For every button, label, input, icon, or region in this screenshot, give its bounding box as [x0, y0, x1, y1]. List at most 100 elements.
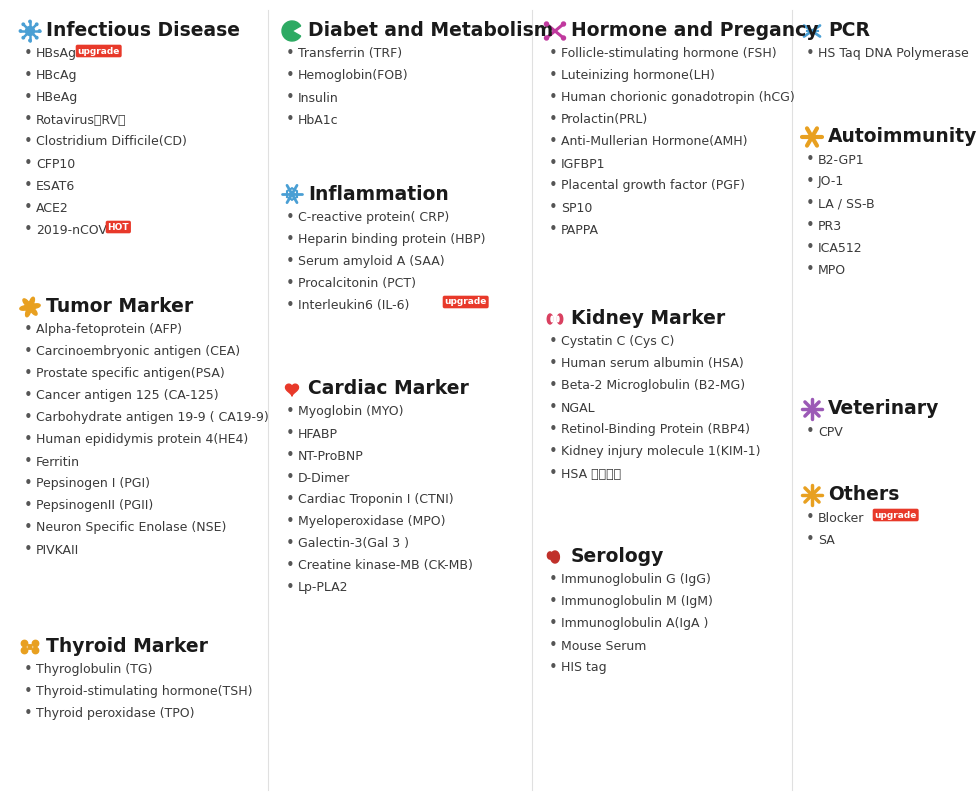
Circle shape	[21, 640, 27, 646]
Text: •: •	[24, 201, 33, 215]
Text: Carbohydrate antigen 19-9 ( CA19-9): Carbohydrate antigen 19-9 ( CA19-9)	[36, 411, 269, 425]
Text: Immunoglobulin G (IgG): Immunoglobulin G (IgG)	[561, 574, 711, 586]
Circle shape	[22, 23, 24, 26]
Text: •: •	[286, 113, 295, 127]
Text: HBcAg: HBcAg	[36, 70, 77, 82]
Polygon shape	[551, 551, 560, 563]
Text: C-reactive protein( CRP): C-reactive protein( CRP)	[298, 210, 449, 223]
Text: •: •	[286, 210, 295, 225]
Text: Heparin binding protein (HBP): Heparin binding protein (HBP)	[298, 233, 486, 246]
Text: •: •	[549, 334, 558, 350]
Text: Hormone and Pregancy: Hormone and Pregancy	[571, 22, 819, 41]
Text: •: •	[806, 218, 815, 234]
Text: •: •	[24, 69, 33, 83]
Text: upgrade: upgrade	[445, 298, 487, 306]
Text: Blocker: Blocker	[818, 511, 865, 525]
Text: •: •	[549, 378, 558, 394]
Circle shape	[32, 647, 39, 654]
Text: PCR: PCR	[828, 22, 870, 41]
Text: •: •	[24, 90, 33, 106]
Circle shape	[22, 37, 24, 39]
Text: •: •	[24, 366, 33, 382]
Text: Human serum albumin (HSA): Human serum albumin (HSA)	[561, 358, 743, 370]
Text: HBsAg: HBsAg	[36, 47, 77, 61]
Text: •: •	[549, 594, 558, 610]
Text: •: •	[286, 46, 295, 62]
Text: •: •	[806, 425, 815, 439]
Polygon shape	[20, 298, 40, 317]
Text: •: •	[24, 433, 33, 447]
Text: •: •	[286, 537, 295, 551]
Text: Prolactin(PRL): Prolactin(PRL)	[561, 114, 649, 126]
Text: HSA 人白蛋白: HSA 人白蛋白	[561, 467, 621, 481]
Text: •: •	[806, 153, 815, 167]
Circle shape	[562, 22, 566, 26]
Text: •: •	[549, 573, 558, 587]
Text: •: •	[806, 241, 815, 255]
Text: •: •	[24, 157, 33, 171]
Text: Tumor Marker: Tumor Marker	[46, 298, 193, 317]
Text: SP10: SP10	[561, 202, 592, 214]
Text: Myeloperoxidase (MPO): Myeloperoxidase (MPO)	[298, 515, 446, 529]
Text: •: •	[286, 581, 295, 595]
Circle shape	[810, 406, 815, 411]
Wedge shape	[282, 21, 301, 41]
Text: •: •	[549, 357, 558, 371]
Polygon shape	[547, 552, 553, 559]
Text: Immunoglobulin A(IgA ): Immunoglobulin A(IgA )	[561, 618, 708, 630]
Circle shape	[809, 134, 815, 140]
Text: •: •	[24, 410, 33, 426]
Circle shape	[38, 30, 41, 32]
Text: •: •	[286, 449, 295, 463]
Text: PIVKAII: PIVKAII	[36, 543, 79, 557]
Text: •: •	[286, 90, 295, 106]
Text: •: •	[806, 510, 815, 526]
Text: Placental growth factor (PGF): Placental growth factor (PGF)	[561, 179, 745, 193]
Text: •: •	[806, 174, 815, 190]
Text: Myoglobin (MYO): Myoglobin (MYO)	[298, 406, 404, 418]
Text: •: •	[806, 533, 815, 547]
Text: SA: SA	[818, 534, 834, 546]
Text: Mouse Serum: Mouse Serum	[561, 639, 647, 653]
Text: •: •	[24, 477, 33, 491]
Text: Thyroglobulin (TG): Thyroglobulin (TG)	[36, 663, 152, 677]
Text: •: •	[549, 445, 558, 459]
Text: Kidney injury molecule 1(KIM-1): Kidney injury molecule 1(KIM-1)	[561, 446, 760, 458]
Text: Transferrin (TRF): Transferrin (TRF)	[298, 47, 403, 61]
Text: Creatine kinase-MB (CK-MB): Creatine kinase-MB (CK-MB)	[298, 559, 473, 573]
Text: Infectious Disease: Infectious Disease	[46, 22, 240, 41]
Text: •: •	[286, 69, 295, 83]
Text: D-Dimer: D-Dimer	[298, 471, 350, 485]
Text: Human epididymis protein 4(HE4): Human epididymis protein 4(HE4)	[36, 434, 248, 446]
Text: Luteinizing hormone(LH): Luteinizing hormone(LH)	[561, 70, 715, 82]
Text: Galectin-3(Gal 3 ): Galectin-3(Gal 3 )	[298, 538, 409, 550]
Ellipse shape	[557, 314, 563, 324]
Text: Rotavirus（RV）: Rotavirus（RV）	[36, 114, 126, 126]
Text: •: •	[24, 454, 33, 470]
Text: •: •	[24, 113, 33, 127]
Circle shape	[290, 192, 294, 196]
Text: Alpha-fetoprotein (AFP): Alpha-fetoprotein (AFP)	[36, 323, 182, 337]
Text: •: •	[549, 617, 558, 631]
Text: •: •	[549, 422, 558, 438]
Text: Anti-Mullerian Hormone(AMH): Anti-Mullerian Hormone(AMH)	[561, 135, 747, 149]
Text: ESAT6: ESAT6	[36, 179, 75, 193]
Circle shape	[28, 39, 31, 42]
Text: •: •	[549, 134, 558, 150]
Text: •: •	[549, 157, 558, 171]
Text: •: •	[24, 685, 33, 699]
Circle shape	[544, 22, 548, 26]
Text: Veterinary: Veterinary	[828, 399, 939, 418]
Text: Thyroid Marker: Thyroid Marker	[46, 638, 208, 657]
Text: Immunoglobulin M (IgM): Immunoglobulin M (IgM)	[561, 595, 713, 609]
Text: Cystatin C (Cys C): Cystatin C (Cys C)	[561, 335, 674, 349]
Circle shape	[35, 37, 38, 39]
Text: •: •	[549, 113, 558, 127]
FancyBboxPatch shape	[28, 645, 32, 650]
Text: •: •	[806, 46, 815, 62]
Text: •: •	[24, 222, 33, 238]
Circle shape	[562, 36, 566, 40]
Polygon shape	[285, 384, 299, 396]
Text: Hemoglobin(FOB): Hemoglobin(FOB)	[298, 70, 408, 82]
Text: upgrade: upgrade	[77, 46, 120, 55]
